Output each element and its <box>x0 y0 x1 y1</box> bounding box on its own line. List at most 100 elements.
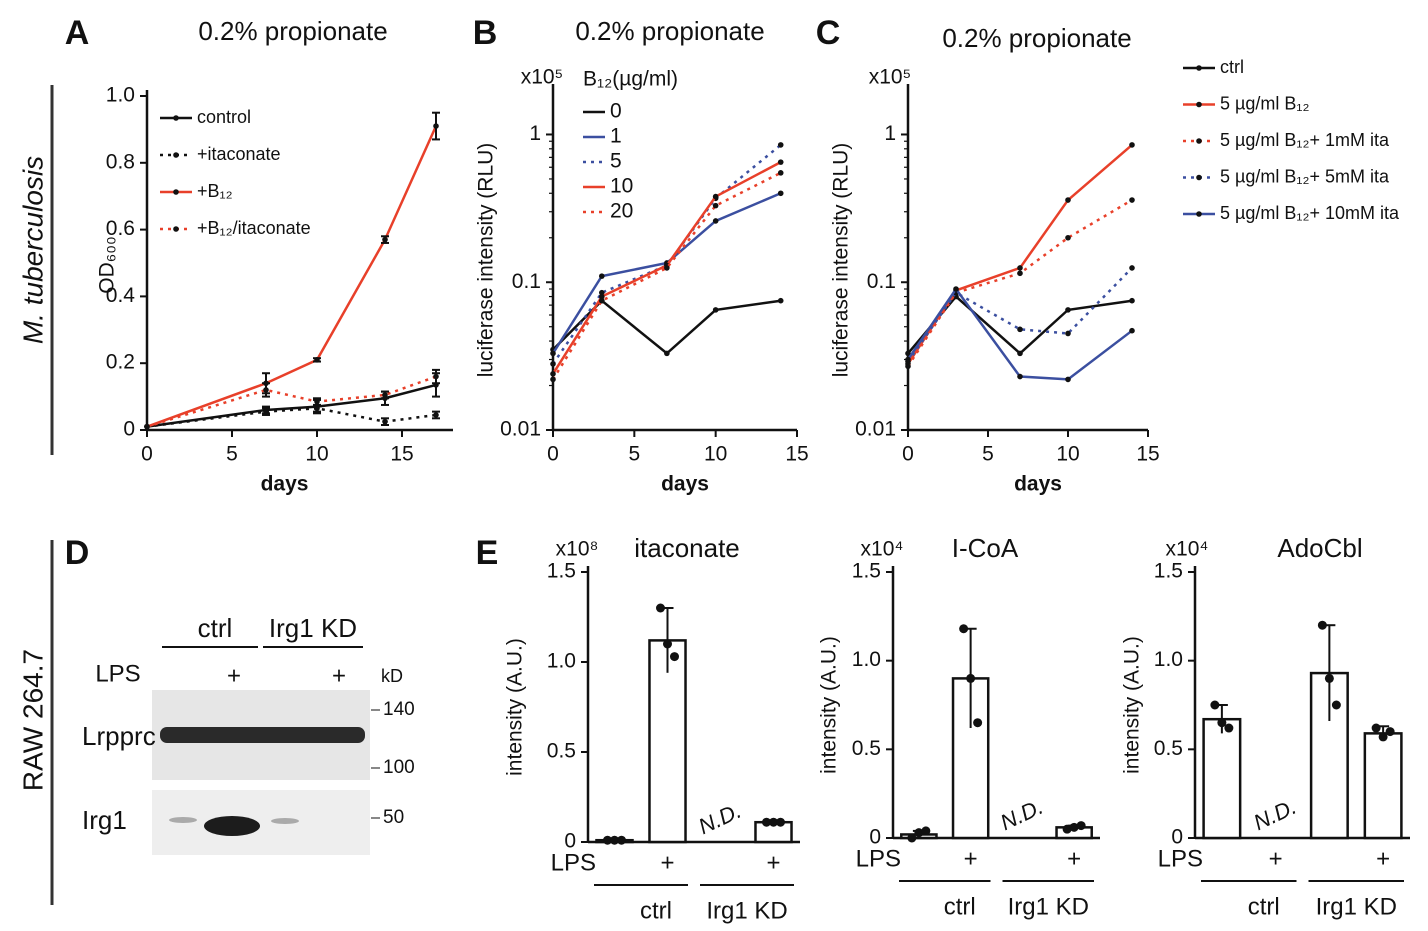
row-label: M. tuberculosis <box>17 156 48 344</box>
replicate-dot <box>617 835 626 845</box>
lps-mark: + <box>227 662 241 689</box>
data-point <box>1065 376 1071 383</box>
series-line <box>552 299 781 356</box>
data-point <box>433 123 439 129</box>
bar <box>1363 732 1403 840</box>
replicate-dot <box>762 817 771 827</box>
x-axis-label: days <box>661 473 709 496</box>
data-point <box>550 350 556 357</box>
chart: 0 0.5 1.0 1.5 I-CoA intensity (A.U.) x10⁴ LPS + N… <box>818 533 1100 920</box>
blot-band <box>169 817 197 823</box>
data-point <box>712 193 719 200</box>
x-tick-label: + <box>660 849 674 876</box>
data-point <box>953 286 959 292</box>
x-tick-label: 0 <box>902 443 914 466</box>
blot-band <box>160 727 365 743</box>
x-tick-label: 15 <box>390 443 413 466</box>
x-tick-label: 10 <box>305 443 328 466</box>
chart: 0 0.2 0.4 0.6 0.8 1.0 0.2% propionate OD₆₀₀ 0 5 10… <box>96 16 453 496</box>
legend-label: +B₁₂ <box>197 181 233 201</box>
y-tick-label: 1.5 <box>547 560 576 583</box>
legend-dot <box>1196 211 1202 217</box>
legend-label: ctrl <box>1220 57 1244 77</box>
chart: 0.01 0.1 1 0.2% propionate luciferase intens… <box>830 23 1400 496</box>
data-point <box>777 142 784 148</box>
replicate-dot <box>656 603 665 613</box>
group-label: ctrl <box>1248 893 1280 920</box>
data-point <box>550 371 556 377</box>
replicate-dot <box>1210 700 1220 710</box>
data-point <box>550 361 556 367</box>
data-point <box>1017 265 1023 271</box>
chart-title: 0.2% propionate <box>942 23 1131 53</box>
panel-letter: B <box>473 14 498 52</box>
legend-dot <box>1196 101 1202 108</box>
y-tick-label: 0.8 <box>106 150 135 173</box>
group-label: Irg1 KD <box>706 897 787 924</box>
x-axis-label: days <box>1014 473 1062 496</box>
legend-label: 5 µg/ml B₁₂+ 5mM ita <box>1220 166 1390 186</box>
x-tick-label: + <box>964 845 978 872</box>
data-point <box>263 408 269 415</box>
x-tick-label: 15 <box>1136 443 1159 466</box>
data-point <box>1129 265 1135 271</box>
legend-label: 5 µg/ml B₁₂+ 1mM ita <box>1220 130 1390 150</box>
size-marker: 50 <box>383 807 404 828</box>
legend-label: +B₁₂/itaconate <box>197 218 311 238</box>
y-tick-label: 0 <box>564 830 576 853</box>
legend-label: 10 <box>610 175 633 198</box>
legend-label: 5 µg/ml B₁₂ <box>1220 93 1309 113</box>
legend-dot <box>1196 174 1202 181</box>
blot-band <box>271 818 299 824</box>
legend-dot <box>173 226 179 232</box>
data-point <box>1017 270 1023 277</box>
x-tick-label: 10 <box>1056 443 1079 466</box>
row-label: RAW 264.7 <box>17 649 48 791</box>
data-point <box>1065 197 1071 203</box>
x-tick-label: 10 <box>704 443 727 466</box>
y-tick-label: 0.1 <box>867 270 896 293</box>
data-point <box>314 398 320 405</box>
replicate-dot <box>663 639 672 649</box>
lps-mark: + <box>332 662 346 689</box>
y-tick-label: 0.5 <box>852 737 881 760</box>
group-label: ctrl <box>198 613 233 643</box>
legend-dot <box>1196 138 1202 144</box>
legend-label: 0 <box>610 100 622 123</box>
replicate-dot <box>1331 700 1341 710</box>
y-unit: x10⁵ <box>521 66 564 89</box>
data-point <box>144 423 150 430</box>
replicate-dot <box>1062 824 1072 834</box>
series-line <box>907 294 1133 356</box>
series-line <box>906 267 1133 363</box>
y-tick-label: 1.5 <box>852 560 881 583</box>
group-label: ctrl <box>944 893 976 920</box>
legend-label: 5 µg/ml B₁₂+ 10mM ita <box>1220 203 1400 223</box>
x-tick-label: + <box>1269 845 1283 872</box>
chart-title: 0.2% propionate <box>198 16 387 46</box>
data-point <box>1129 197 1135 203</box>
x-axis-label: days <box>261 473 309 496</box>
data-point <box>382 392 388 398</box>
data-point <box>599 289 605 296</box>
data-point <box>599 293 605 300</box>
x-tick-label: + <box>766 849 780 876</box>
series-line <box>146 125 438 428</box>
y-tick-label: 0.5 <box>1154 737 1183 760</box>
size-marker: 140 <box>383 699 415 720</box>
y-tick-label: 0.6 <box>106 217 135 240</box>
replicate-dot <box>959 624 969 634</box>
legend-dot <box>173 189 179 195</box>
replicate-dot <box>1217 718 1227 728</box>
y-tick-label: 1.0 <box>852 648 881 671</box>
size-marker: 100 <box>383 757 415 778</box>
y-axis-label: OD₆₀₀ <box>96 236 119 293</box>
data-point <box>1065 330 1071 337</box>
data-point <box>777 190 784 197</box>
replicate-dot <box>1385 727 1395 737</box>
value-label: N.D. <box>695 798 745 839</box>
blot-band <box>204 816 260 836</box>
replicate-dot <box>603 835 612 845</box>
data-point <box>664 265 670 271</box>
replicate-dot <box>610 835 619 845</box>
